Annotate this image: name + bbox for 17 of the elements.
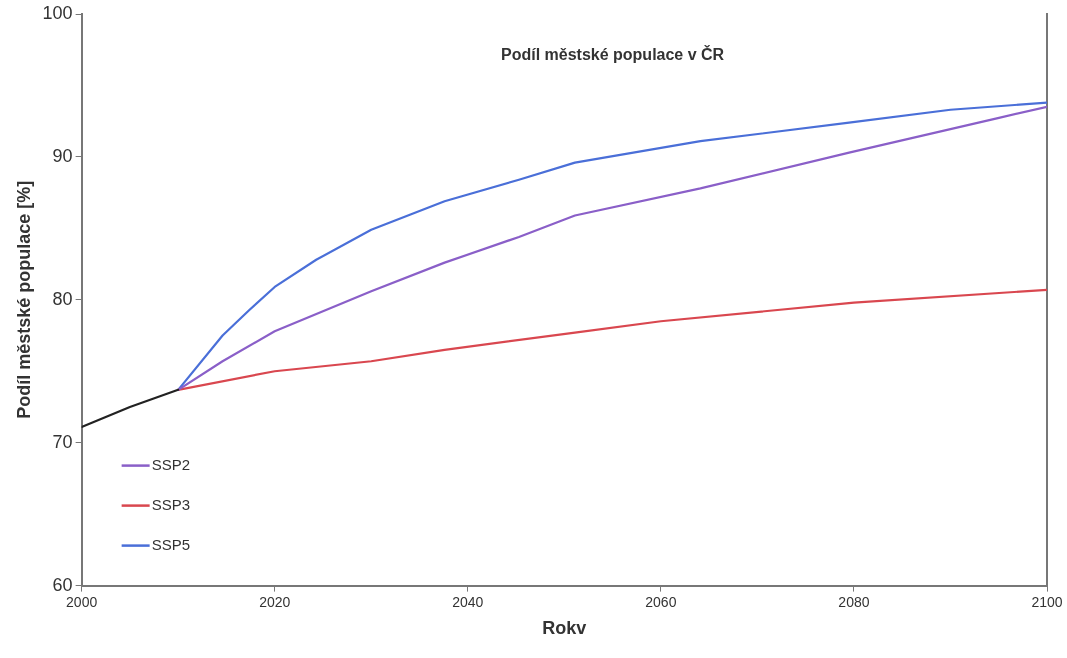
legend-label: SSP3 <box>151 495 190 513</box>
legend-label: SSP2 <box>151 455 190 473</box>
text: Podíl městské populace v ČR <box>500 45 725 64</box>
y-tick-label: 100 <box>42 2 73 23</box>
y-tick-label: 90 <box>52 145 73 166</box>
legend-label: SSP5 <box>151 535 190 553</box>
x-tick-label: 2080 <box>838 593 870 610</box>
y-axis-title: Podíl městské populace [%] <box>13 180 34 419</box>
y-tick-label: 60 <box>52 574 73 595</box>
x-tick-label: 2020 <box>259 593 291 610</box>
x-tick-label: 2060 <box>645 593 677 610</box>
x-tick-label: 2100 <box>1031 593 1063 610</box>
y-tick-label: 70 <box>52 431 73 452</box>
x-tick-label: 2040 <box>452 593 484 610</box>
y-tick-label: 80 <box>52 288 73 309</box>
x-axis-title: Rokv <box>542 618 587 639</box>
x-tick-label: 2000 <box>66 593 98 610</box>
